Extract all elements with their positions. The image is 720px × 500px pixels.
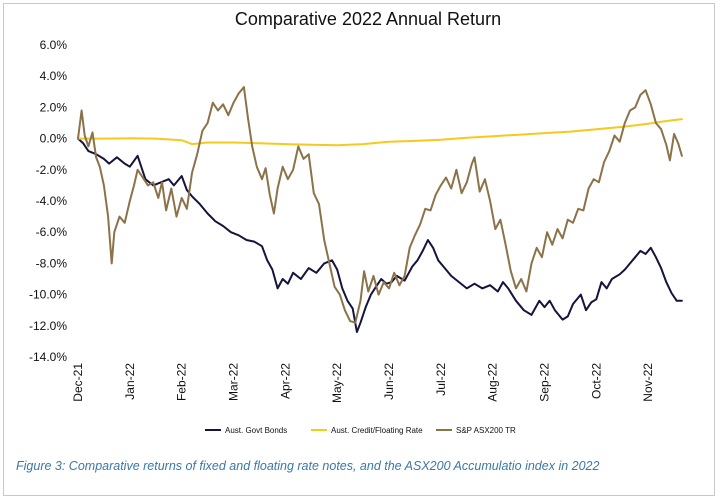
y-tick-label: 0.0% <box>40 132 68 146</box>
y-tick-label: -8.0% <box>36 256 68 270</box>
x-tick-label: Mar-22 <box>227 363 241 401</box>
figure-caption: Figure 3: Comparative returns of fixed a… <box>16 459 600 473</box>
y-tick-label: -2.0% <box>36 163 68 177</box>
x-tick-label: May-22 <box>330 363 344 403</box>
x-tick-label: Jan-22 <box>123 363 137 400</box>
y-tick-label: -4.0% <box>36 194 68 208</box>
x-tick-label: Dec-21 <box>71 363 85 402</box>
y-tick-label: -10.0% <box>29 288 67 302</box>
y-tick-label: -12.0% <box>29 319 67 333</box>
y-tick-label: -14.0% <box>29 350 67 364</box>
x-tick-label: Sep-22 <box>538 363 552 402</box>
y-tick-label: 4.0% <box>40 69 68 83</box>
x-tick-label: Jun-22 <box>382 363 396 400</box>
figure-frame <box>3 3 715 496</box>
series-line <box>77 137 683 333</box>
y-axis-ticks: 6.0% 4.0% 2.0% 0.0% -2.0% -4.0% -6.0% -8.0% -10.… <box>29 38 67 364</box>
x-tick-label: Oct-22 <box>589 363 603 399</box>
x-tick-label: Feb-22 <box>175 363 189 401</box>
y-tick-label: 2.0% <box>40 100 68 114</box>
series-line <box>77 86 683 324</box>
series-line <box>77 118 683 147</box>
y-tick-label: 6.0% <box>40 38 68 52</box>
series-lines <box>77 86 683 333</box>
legend-label: Aust. Credit/Floating Rate <box>331 426 423 435</box>
legend-label: Aust. Govt Bonds <box>225 426 287 435</box>
y-tick-label: -6.0% <box>36 225 68 239</box>
legend-label: S&P ASX200 TR <box>456 426 516 435</box>
chart-title: Comparative 2022 Annual Return <box>235 9 501 29</box>
legend: Aust. Govt Bonds Aust. Credit/Floating Ra… <box>205 426 516 435</box>
x-tick-label: Aug-22 <box>486 363 500 402</box>
x-tick-label: Jul-22 <box>434 363 448 396</box>
x-axis-ticks: Dec-21 Jan-22 Feb-22 Mar-22 Apr-22 May-22 Jun-… <box>71 363 655 403</box>
x-tick-label: Nov-22 <box>641 363 655 402</box>
x-tick-label: Apr-22 <box>278 363 292 399</box>
